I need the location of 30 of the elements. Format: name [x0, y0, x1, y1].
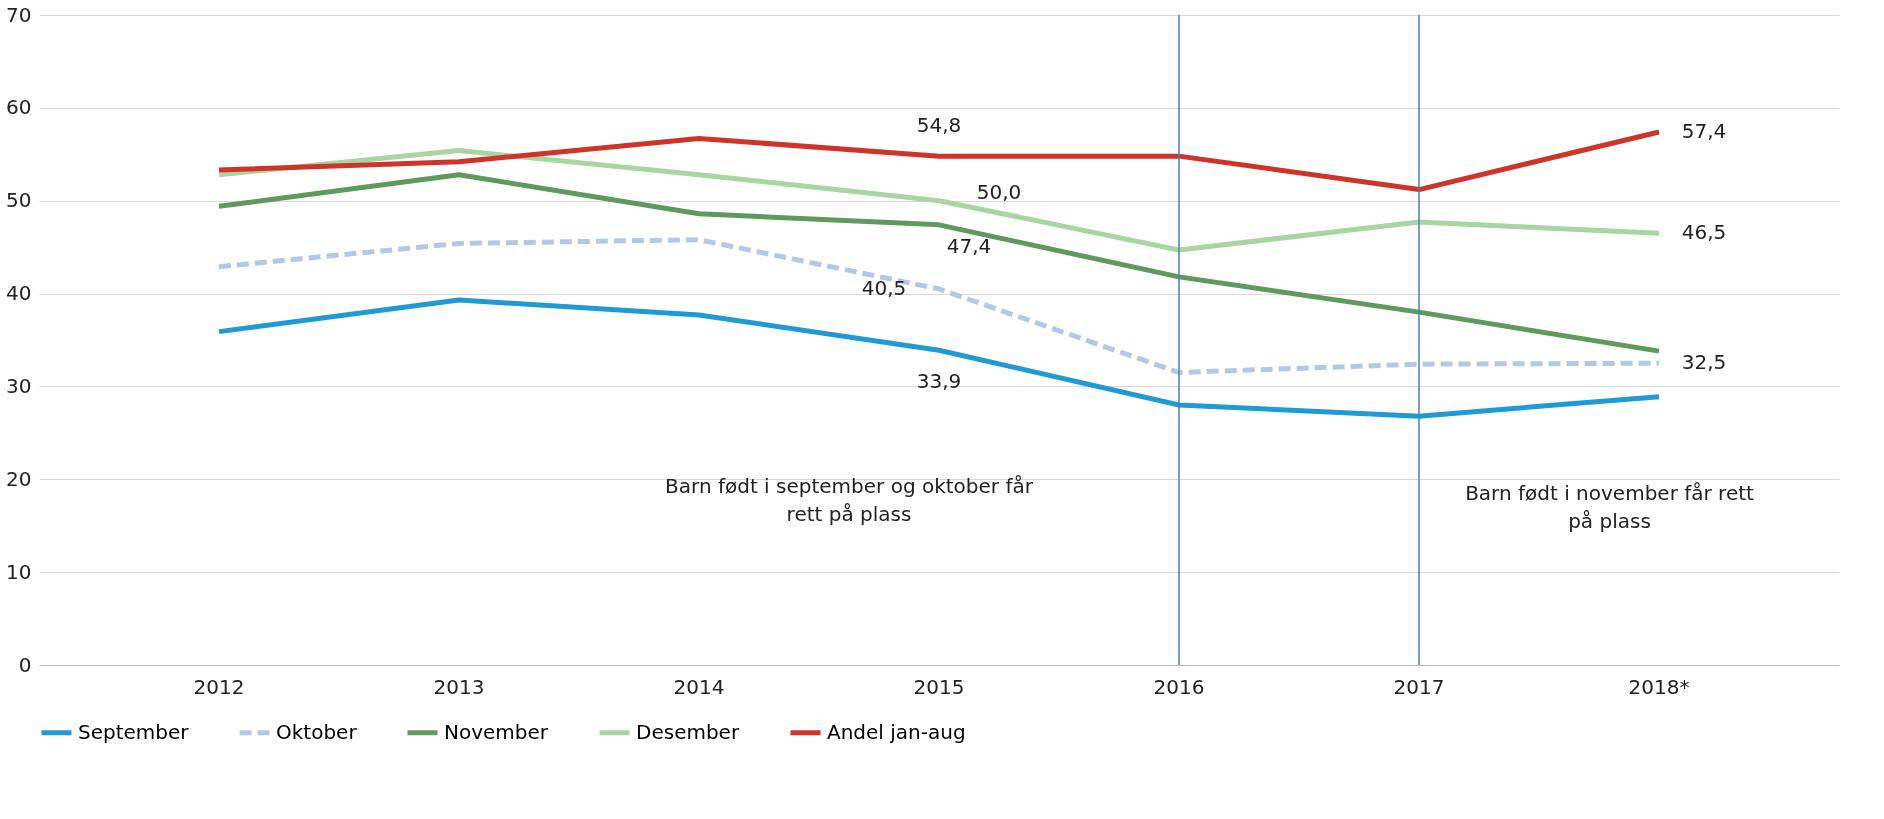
data-label: 32,5 — [1681, 350, 1727, 375]
y-tick-label: 70 — [6, 2, 32, 27]
data-label: 57,4 — [1681, 119, 1727, 143]
legend-label: Desember — [636, 719, 740, 744]
annotation: Barn født i september og oktober får rett på plass — [665, 474, 1034, 527]
legend-label: November — [444, 719, 549, 744]
data-label: 46,5 — [1681, 220, 1727, 245]
y-tick-label: 50 — [6, 188, 32, 213]
data-label: 33,9 — [916, 369, 962, 394]
data-label: 50,0 — [976, 179, 1022, 204]
y-tick-label: 30 — [6, 373, 32, 398]
data-label: 40,5 — [861, 275, 907, 300]
y-tick-label: 60 — [6, 95, 32, 120]
legend-label: Andel jan-aug — [827, 719, 966, 744]
data-label: 54,8 — [916, 113, 962, 138]
x-tick-label: 2014 — [673, 674, 725, 699]
y-tick-label: 10 — [6, 559, 32, 584]
data-label: 47,4 — [946, 233, 992, 258]
annotation: Barn født i november får rett på plass — [1465, 480, 1755, 533]
x-tick-label: 2018* — [1628, 674, 1690, 699]
y-tick-label: 0 — [18, 652, 32, 677]
y-tick-label: 40 — [6, 281, 32, 306]
x-tick-label: 2012 — [193, 674, 245, 699]
x-tick-label: 2017 — [1393, 674, 1445, 699]
x-tick-label: 2013 — [433, 674, 485, 699]
y-tick-label: 20 — [6, 466, 32, 491]
x-tick-label: 2015 — [913, 674, 965, 699]
x-tick-label: 2016 — [1153, 674, 1205, 699]
legend-label: September — [78, 719, 190, 744]
legend-label: Oktober — [276, 719, 358, 744]
